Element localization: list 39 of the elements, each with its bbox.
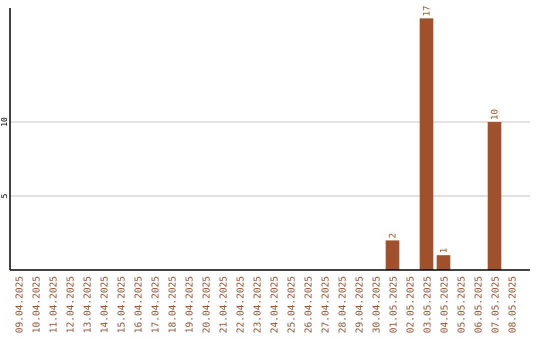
- data-label: 1: [440, 248, 450, 254]
- x-tick-label: 12.04.2025: [66, 276, 76, 334]
- bar: [436, 255, 450, 270]
- x-tick-label: 07.05.2025: [490, 276, 502, 334]
- x-tick-label: 17.04.2025: [150, 276, 162, 334]
- x-tick-label: 14.04.2025: [100, 276, 110, 334]
- x-tick-label: 01.05.2025: [388, 276, 400, 334]
- x-tick-label: 24.04.2025: [270, 276, 280, 334]
- y-tick-label: 5: [0, 193, 9, 198]
- x-tick-label: 27.04.2025: [320, 276, 332, 334]
- x-tick-label: 30.04.2025: [372, 276, 382, 334]
- x-tick-label: 25.04.2025: [286, 276, 298, 334]
- x-tick-label: 26.04.2025: [304, 276, 314, 334]
- x-tick-label: 03.05.2025: [422, 276, 434, 334]
- x-tick-label: 04.05.2025: [440, 276, 450, 334]
- x-tick-label: 20.04.2025: [202, 276, 212, 334]
- data-label: 17: [422, 6, 432, 16]
- bar: [420, 18, 434, 270]
- x-tick-label: 06.05.2025: [474, 276, 484, 334]
- data-label: 2: [388, 232, 398, 238]
- x-tick-label: 08.05.2025: [508, 276, 518, 334]
- x-tick-label: 22.04.2025: [236, 276, 246, 334]
- x-tick-label: 18.04.2025: [168, 276, 178, 334]
- x-tick-label: 11.04.2025: [48, 276, 60, 334]
- bar: [386, 240, 400, 270]
- x-tick-label: 02.05.2025: [406, 276, 416, 334]
- x-tick-label: 28.04.2025: [338, 276, 348, 334]
- x-tick-label: 16.04.2025: [134, 276, 144, 334]
- x-tick-label: 19.04.2025: [184, 276, 196, 334]
- x-tick-label: 13.04.2025: [82, 276, 94, 334]
- x-tick-label: 29.04.2025: [354, 276, 366, 334]
- x-tick-label: 05.05.2025: [456, 276, 468, 334]
- x-tick-label: 15.04.2025: [116, 276, 128, 334]
- x-tick-label: 21.04.2025: [218, 276, 230, 334]
- x-tick-label: 10.04.2025: [32, 276, 42, 334]
- data-label: 10: [490, 109, 500, 120]
- x-tick-label: 09.04.2025: [14, 276, 26, 334]
- x-tick-label: 23.04.2025: [252, 276, 264, 334]
- bar: [488, 122, 502, 270]
